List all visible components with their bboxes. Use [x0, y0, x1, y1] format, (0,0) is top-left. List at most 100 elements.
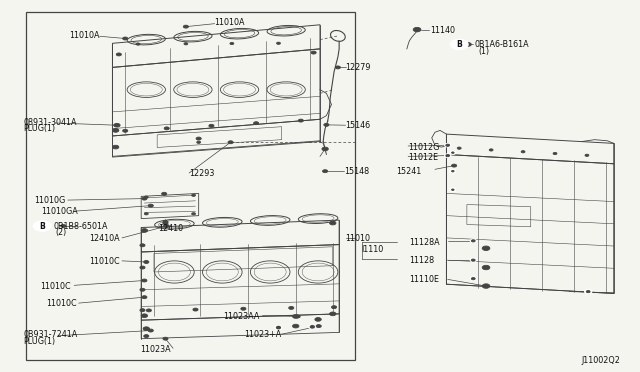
Circle shape: [142, 279, 147, 282]
Circle shape: [148, 329, 154, 332]
Circle shape: [140, 266, 145, 269]
Circle shape: [446, 154, 450, 157]
Circle shape: [413, 28, 421, 32]
Circle shape: [191, 213, 195, 215]
Circle shape: [322, 147, 328, 151]
Circle shape: [183, 25, 188, 28]
Circle shape: [141, 314, 148, 318]
Circle shape: [445, 154, 451, 157]
Circle shape: [470, 277, 476, 280]
Circle shape: [241, 307, 246, 310]
Text: 11010A: 11010A: [69, 31, 100, 41]
Text: 12410A: 12410A: [89, 234, 120, 243]
Circle shape: [144, 335, 149, 337]
Circle shape: [482, 246, 490, 250]
Text: 11128A: 11128A: [410, 238, 440, 247]
Circle shape: [330, 312, 336, 316]
Text: 08931-3041A: 08931-3041A: [23, 118, 77, 127]
Text: (1): (1): [478, 47, 490, 56]
Circle shape: [323, 170, 328, 173]
Text: 15241: 15241: [397, 167, 422, 176]
Circle shape: [309, 325, 316, 329]
Circle shape: [196, 137, 201, 140]
Circle shape: [450, 169, 456, 173]
Text: 11010G: 11010G: [34, 196, 65, 205]
Circle shape: [144, 260, 149, 263]
Circle shape: [482, 265, 490, 270]
Circle shape: [209, 124, 214, 127]
Circle shape: [191, 194, 195, 196]
Text: (2): (2): [55, 228, 66, 237]
Circle shape: [140, 288, 145, 291]
Circle shape: [136, 43, 140, 45]
Text: 11010: 11010: [346, 234, 371, 243]
Circle shape: [298, 119, 303, 122]
Circle shape: [143, 327, 150, 331]
Text: 12293: 12293: [189, 169, 214, 177]
Circle shape: [142, 197, 147, 200]
Text: 15146: 15146: [346, 122, 371, 131]
Circle shape: [292, 324, 299, 328]
Circle shape: [163, 222, 168, 225]
Circle shape: [33, 221, 51, 231]
Circle shape: [163, 337, 168, 340]
Circle shape: [445, 143, 451, 147]
Circle shape: [253, 122, 259, 125]
Circle shape: [145, 196, 148, 198]
Circle shape: [470, 258, 476, 262]
Circle shape: [147, 309, 152, 312]
Text: 11010GA: 11010GA: [41, 208, 77, 217]
Circle shape: [295, 315, 300, 318]
Circle shape: [451, 39, 468, 49]
Circle shape: [332, 306, 337, 309]
Circle shape: [324, 124, 329, 126]
Circle shape: [123, 129, 128, 132]
Circle shape: [148, 204, 154, 207]
Circle shape: [521, 151, 525, 153]
Circle shape: [585, 154, 589, 156]
Text: 12410: 12410: [159, 224, 184, 233]
Text: 15148: 15148: [344, 167, 369, 176]
Circle shape: [316, 325, 321, 328]
Text: 0B1A6-B161A: 0B1A6-B161A: [474, 40, 529, 49]
Text: 11010C: 11010C: [89, 257, 120, 266]
Circle shape: [276, 42, 280, 44]
Text: B: B: [39, 221, 45, 231]
Circle shape: [164, 127, 170, 130]
Circle shape: [471, 259, 475, 261]
Circle shape: [193, 308, 198, 311]
Circle shape: [113, 129, 119, 132]
Circle shape: [61, 225, 66, 228]
Text: 11110E: 11110E: [410, 275, 440, 284]
Circle shape: [308, 325, 316, 329]
Circle shape: [452, 189, 454, 190]
Text: 11010C: 11010C: [40, 282, 71, 291]
Circle shape: [310, 326, 314, 328]
Circle shape: [114, 124, 120, 127]
Circle shape: [145, 213, 148, 215]
Circle shape: [471, 278, 475, 280]
Circle shape: [228, 141, 233, 144]
Text: B: B: [456, 40, 462, 49]
Circle shape: [586, 291, 590, 293]
Circle shape: [452, 164, 457, 167]
Circle shape: [446, 144, 450, 146]
Text: PLUG(1): PLUG(1): [23, 337, 55, 346]
Circle shape: [196, 141, 200, 143]
Circle shape: [335, 66, 340, 69]
Circle shape: [164, 225, 168, 227]
Circle shape: [584, 289, 592, 294]
Text: 11023AA: 11023AA: [223, 312, 259, 321]
Circle shape: [330, 221, 336, 225]
Circle shape: [276, 327, 280, 329]
Text: 11023A: 11023A: [140, 345, 170, 354]
Text: 11012G: 11012G: [408, 142, 440, 151]
Text: 11023+A: 11023+A: [244, 330, 282, 340]
Circle shape: [452, 152, 454, 153]
Text: 11010A: 11010A: [214, 19, 245, 28]
Circle shape: [140, 244, 145, 247]
Circle shape: [116, 53, 122, 56]
Circle shape: [123, 37, 128, 40]
Circle shape: [289, 307, 294, 310]
Text: 11010C: 11010C: [46, 299, 77, 308]
